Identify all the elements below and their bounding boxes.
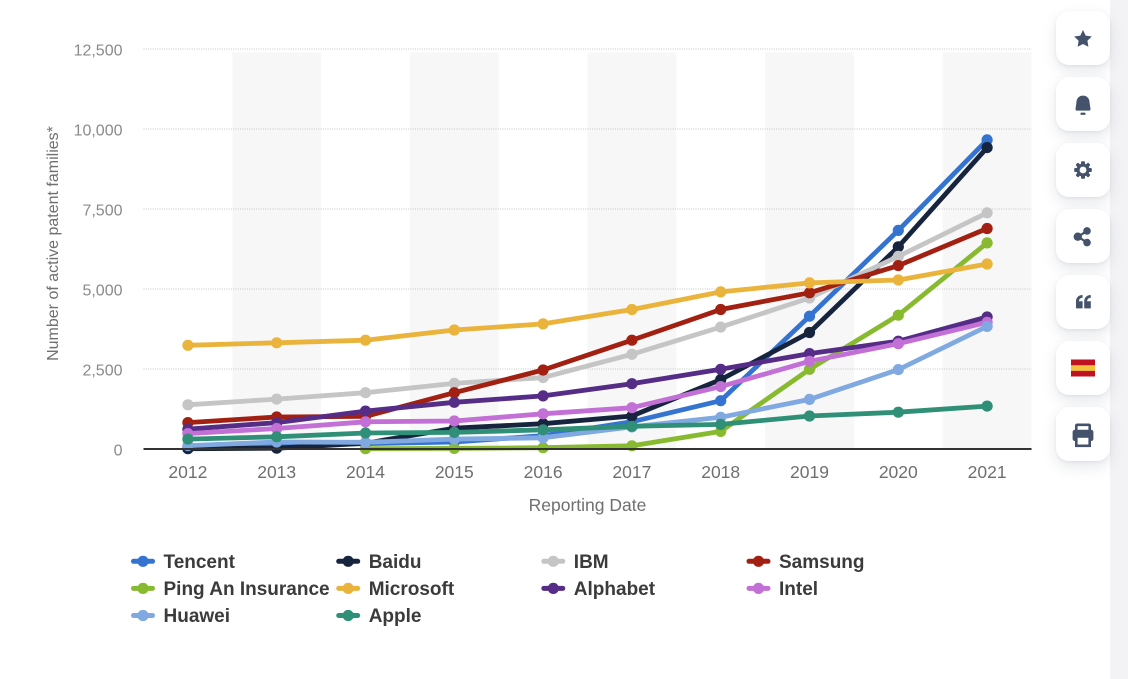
svg-text:7,500: 7,500 [82,203,122,220]
svg-text:Baidu: Baidu [369,552,422,573]
svg-text:2020: 2020 [879,462,918,482]
svg-text:10,000: 10,000 [74,123,123,140]
svg-text:2015: 2015 [435,462,474,482]
svg-text:5,000: 5,000 [82,283,122,300]
svg-text:Apple: Apple [369,606,422,627]
svg-text:2016: 2016 [524,462,563,482]
svg-text:Samsung: Samsung [779,552,865,573]
svg-text:Reporting Date: Reporting Date [529,495,647,515]
svg-text:2017: 2017 [612,462,651,482]
svg-text:Microsoft: Microsoft [369,579,455,600]
svg-text:2019: 2019 [790,462,829,482]
svg-text:2021: 2021 [968,462,1007,482]
svg-text:IBM: IBM [574,552,609,573]
svg-text:2,500: 2,500 [82,363,122,380]
svg-text:2013: 2013 [257,462,296,482]
svg-text:0: 0 [114,443,123,460]
svg-text:12,500: 12,500 [74,43,123,60]
svg-text:Intel: Intel [779,579,818,600]
svg-text:2012: 2012 [168,462,207,482]
svg-text:Number of active patent famili: Number of active patent families* [45,126,62,361]
svg-text:2018: 2018 [701,462,740,482]
svg-text:2014: 2014 [346,462,385,482]
svg-text:Tencent: Tencent [164,552,236,573]
svg-text:Ping An Insurance: Ping An Insurance [164,579,330,600]
svg-text:Huawei: Huawei [164,606,231,627]
svg-text:Alphabet: Alphabet [574,579,656,600]
